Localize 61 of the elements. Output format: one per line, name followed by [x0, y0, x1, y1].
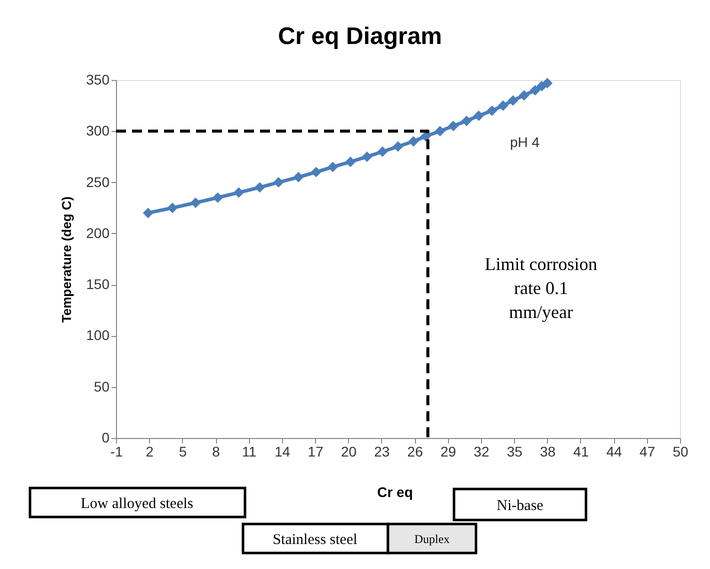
point: [142, 208, 154, 218]
point: [254, 182, 266, 193]
x-axis-title: Cr eq: [377, 484, 413, 500]
y-axis-title: Temperature (deg C): [59, 196, 74, 323]
text: Duplex: [414, 532, 450, 546]
x-tick-label: 35: [506, 444, 523, 460]
point: [518, 90, 530, 101]
x-tick-label: -1: [110, 444, 123, 460]
y-tick-label: 300: [86, 122, 110, 139]
text: Low alloyed steels: [80, 496, 194, 512]
x-tick-label: 20: [340, 444, 357, 460]
text: Ni-base: [496, 498, 544, 514]
point: [362, 151, 372, 162]
point: [408, 136, 419, 147]
y-tick-label: 100: [86, 327, 110, 344]
x-tick-label: 26: [407, 444, 424, 460]
x-tick-label: 2: [146, 444, 154, 460]
x-tick-label: 44: [606, 444, 622, 460]
point: [345, 156, 356, 168]
point: [310, 166, 322, 178]
point: [392, 141, 404, 152]
point: [293, 172, 304, 182]
text: Stainless steel: [272, 532, 358, 548]
x-tick-label: 5: [178, 444, 187, 460]
point: [420, 131, 431, 142]
x-tick-label: 38: [540, 444, 556, 460]
x-tick-label: 47: [640, 444, 656, 460]
point: [377, 146, 388, 157]
x-tick-label: 17: [308, 444, 324, 460]
point: [508, 95, 518, 106]
point: [448, 120, 459, 132]
point: [473, 110, 484, 122]
point: [328, 162, 338, 172]
y-tick-label: 250: [86, 174, 110, 190]
point: [530, 84, 540, 96]
x-tick-label: 32: [474, 444, 490, 460]
annotation: Limit corrosion rate 0.1 mm/year: [484, 254, 598, 322]
y-tick-label: 150: [86, 276, 110, 292]
point: [542, 78, 553, 88]
point: [167, 202, 178, 214]
y-tick-label: 0: [102, 430, 110, 446]
point: [212, 192, 223, 203]
x-tick-label: 11: [242, 444, 257, 460]
point: [461, 116, 472, 126]
point: [273, 177, 284, 188]
x-tick-label: 14: [274, 444, 290, 460]
point: [234, 187, 244, 198]
point: [434, 126, 446, 136]
y-tick-label: 200: [86, 224, 110, 241]
x-tick-label: 23: [374, 444, 390, 460]
point: [498, 100, 508, 111]
point: [190, 198, 201, 208]
y-tick-label: 50: [94, 378, 110, 394]
y-tick-label: 350: [86, 72, 110, 88]
series-label: pH 4: [510, 134, 540, 150]
x-tick-label: 8: [212, 444, 220, 460]
x-tick-label: 41: [573, 444, 589, 460]
point: [486, 105, 498, 116]
x-tick-label: 50: [672, 444, 688, 460]
x-tick-label: 29: [440, 444, 456, 460]
chart-title: Cr eq Diagram: [278, 23, 442, 50]
